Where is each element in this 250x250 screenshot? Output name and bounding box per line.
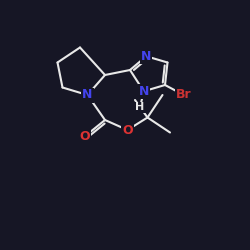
Text: N: N xyxy=(82,88,93,102)
Text: O: O xyxy=(122,124,133,136)
Text: Br: Br xyxy=(176,88,192,102)
Text: O: O xyxy=(80,130,90,143)
Text: N: N xyxy=(138,85,149,98)
Text: N: N xyxy=(141,50,152,63)
Text: H: H xyxy=(136,102,144,113)
